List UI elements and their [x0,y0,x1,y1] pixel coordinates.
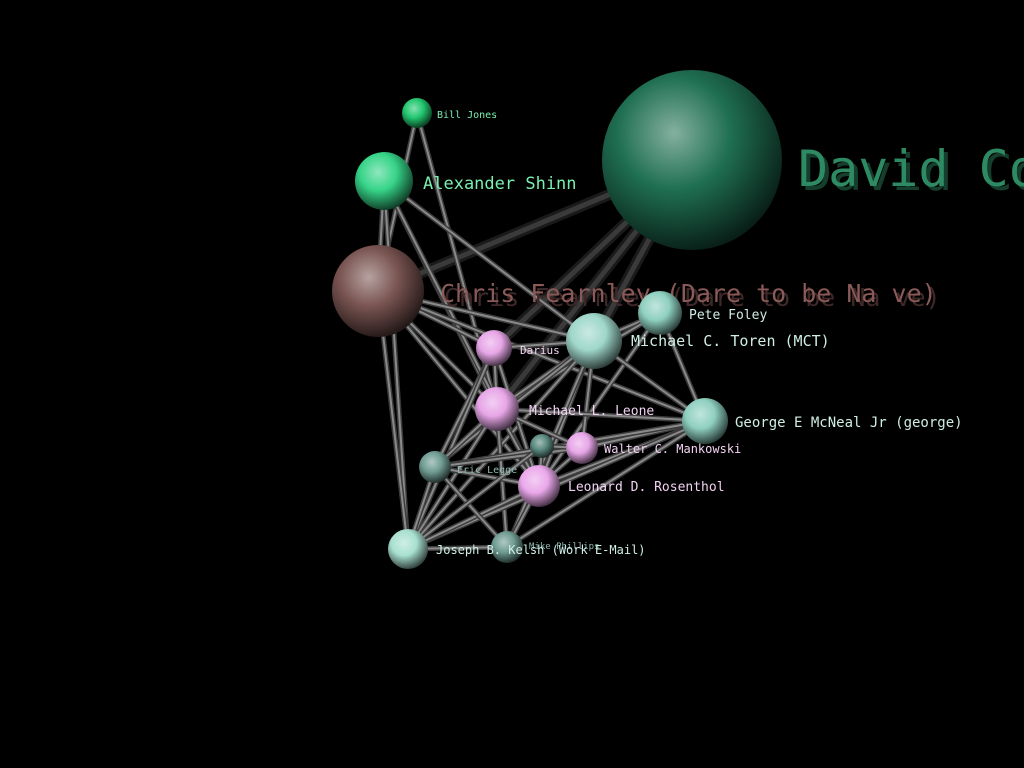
node-label-joseph: Joseph B. Kelsh (Work E-Mail) [436,543,646,557]
node-label-shadow-chris: Chris Fearnley (Dare to be Na ve) [444,283,941,312]
node-label-michael-l: Michael L. Leone [529,404,654,419]
node-joseph[interactable]: Joseph B. Kelsh (Work E-Mail) [388,529,646,569]
node-chris[interactable]: Chris Fearnley (Dare to be Na ve)Chris F… [332,245,941,337]
node-sphere-eric[interactable] [419,451,451,483]
node-darius[interactable]: Darius [476,330,560,366]
node-bill[interactable]: Bill Jones [402,98,497,128]
edge-michael-l-george [494,406,708,424]
edge-alexander-michael-t [381,178,597,344]
node-michael-l[interactable]: Michael L. Leone [475,387,654,431]
node-pete[interactable]: Pete Foley [638,291,767,335]
edge-hidden-joseph [405,443,545,552]
node-alexander[interactable]: Alexander Shinn [355,152,577,210]
node-label-bill: Bill Jones [437,110,497,121]
node-sphere-pete[interactable] [638,291,682,335]
node-label-mike: Mike Phillips [529,542,599,552]
edge-pete-leonard [536,310,663,489]
node-label-darius: Darius [520,344,560,357]
edge-chris-george [375,288,708,424]
node-label-alexander: Alexander Shinn [423,174,577,194]
node-label-shadow-david: David Co [802,144,1024,202]
edge-walter-eric [432,445,585,470]
node-label-walter: Walter C. Mankowski [604,442,741,456]
node-sphere-walter[interactable] [566,432,598,464]
node-sphere-michael-t[interactable] [566,313,622,369]
node-label-george: George E McNeal Jr (george) [735,415,963,431]
node-sphere-leonard[interactable] [518,465,560,507]
node-sphere-bill[interactable] [402,98,432,128]
edge-alexander-joseph [381,178,411,552]
node-mike[interactable]: Mike Phillips [491,531,599,563]
node-sphere-david[interactable] [602,70,782,250]
node-label-pete: Pete Foley [689,308,767,323]
node-leonard[interactable]: Leonard D. Rosenthol [518,465,725,507]
node-label-chris: Chris Fearnley (Dare to be Na ve) [440,279,937,308]
edge-george-mike [504,418,708,550]
node-george[interactable]: George E McNeal Jr (george) [682,398,963,444]
node-walter[interactable]: Walter C. Mankowski [566,432,741,464]
node-sphere-chris[interactable] [332,245,424,337]
node-label-leonard: Leonard D. Rosenthol [568,480,725,495]
node-label-eric: Eric Legge [457,465,517,476]
node-sphere-hidden[interactable] [530,434,554,458]
edge-michael-l-joseph [405,406,500,552]
edge-darius-joseph [405,345,497,552]
node-sphere-mike[interactable] [491,531,523,563]
node-sphere-george[interactable] [682,398,728,444]
node-sphere-joseph[interactable] [388,529,428,569]
node-label-david: David Co [798,140,1024,198]
node-sphere-alexander[interactable] [355,152,413,210]
node-hidden[interactable] [530,434,554,458]
edge-eric-mike [432,464,510,550]
edge-leonard-joseph [405,483,542,552]
node-sphere-darius[interactable] [476,330,512,366]
node-eric[interactable]: Eric Legge [419,451,517,483]
node-label-michael-t: Michael C. Toren (MCT) [631,332,830,350]
node-sphere-michael-l[interactable] [475,387,519,431]
node-michael-t[interactable]: Michael C. Toren (MCT) [566,313,830,369]
